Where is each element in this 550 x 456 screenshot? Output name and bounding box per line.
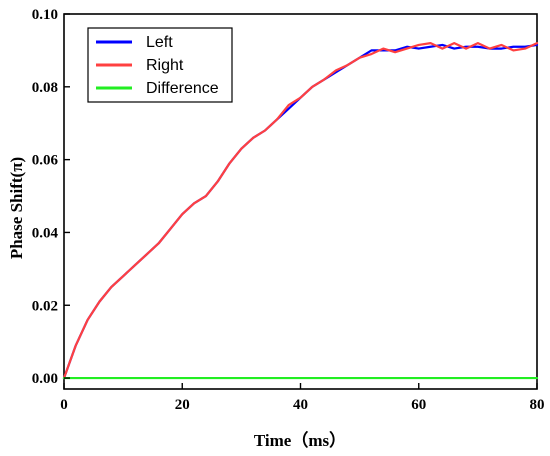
legend: Left Right Difference bbox=[87, 27, 233, 103]
x-tick-label: 0 bbox=[60, 397, 68, 413]
legend-label-left: Left bbox=[146, 34, 173, 51]
legend-label-difference: Difference bbox=[146, 80, 219, 97]
y-tick-label: 0.08 bbox=[32, 80, 58, 96]
y-tick-label: 0.10 bbox=[32, 7, 58, 23]
y-axis-label: Phase Shift(π) bbox=[7, 157, 26, 259]
x-tick-label: 60 bbox=[411, 397, 426, 413]
x-axis-ticks: 0 20 40 60 80 bbox=[60, 383, 545, 413]
x-axis-label: Time（ms） bbox=[254, 430, 346, 450]
series-line-right bbox=[62, 42, 539, 380]
y-axis-ticks: 0.00 0.02 0.04 0.06 0.08 0.10 bbox=[32, 7, 70, 387]
series-layer bbox=[62, 42, 539, 380]
y-tick-label: 0.06 bbox=[32, 153, 59, 169]
y-tick-label: 0.00 bbox=[32, 371, 58, 387]
y-tick-label: 0.04 bbox=[32, 225, 59, 241]
legend-label-right: Right bbox=[146, 57, 184, 74]
x-tick-label: 80 bbox=[530, 397, 545, 413]
x-tick-label: 40 bbox=[293, 397, 308, 413]
x-tick-label: 20 bbox=[175, 397, 190, 413]
y-tick-label: 0.02 bbox=[32, 298, 58, 314]
